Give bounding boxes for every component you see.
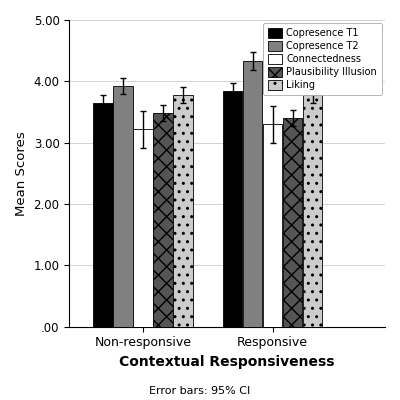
Bar [113,86,132,327]
Bar [133,129,152,327]
Bar [153,113,172,327]
Bar [173,96,192,327]
Bar [283,118,302,327]
Text: Error bars: 95% CI: Error bars: 95% CI [149,386,251,396]
X-axis label: Contextual Responsiveness: Contextual Responsiveness [119,355,335,369]
Y-axis label: Mean Scores: Mean Scores [15,131,28,216]
Bar [223,90,242,327]
Bar [93,103,113,327]
Bar [243,61,262,327]
Bar [303,96,322,327]
Bar [263,124,282,327]
Legend: Copresence T1, Copresence T2, Connectedness, Plausibility Illusion, Liking: Copresence T1, Copresence T2, Connectedn… [263,23,382,95]
